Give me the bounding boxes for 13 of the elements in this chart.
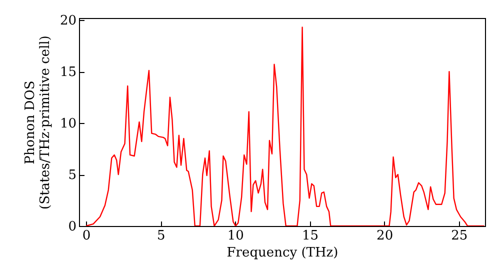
y-tick-label: 5 bbox=[68, 168, 76, 184]
y-axis-title: Phonon DOS (States/THz·primitive cell) bbox=[22, 35, 53, 210]
line-series bbox=[85, 26, 485, 226]
x-tick-label: 25 bbox=[451, 228, 468, 244]
x-tick-label: 15 bbox=[302, 228, 319, 244]
y-tick-label: 20 bbox=[60, 14, 76, 29]
y-tick-label: 15 bbox=[60, 65, 76, 80]
x-tick-label: 20 bbox=[376, 228, 394, 244]
x-tick-label: 10 bbox=[227, 228, 244, 244]
x-tick-label: 0 bbox=[82, 228, 91, 244]
x-tick-label: 5 bbox=[156, 228, 166, 244]
x-axis-title: Frequency (THz) bbox=[226, 246, 338, 260]
y-tick-label: 10 bbox=[60, 116, 76, 132]
